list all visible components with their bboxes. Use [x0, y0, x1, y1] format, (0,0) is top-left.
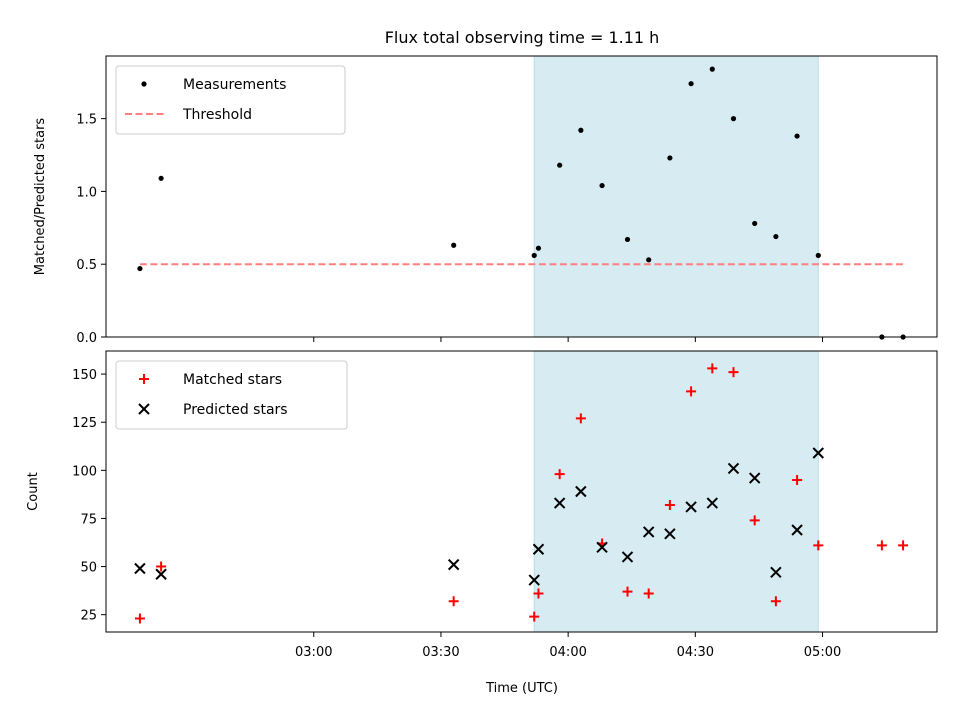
- bottom-legend: Matched stars Predicted stars: [115, 360, 348, 430]
- top-legend-box: [115, 65, 346, 135]
- bottom-plus-marker: [770, 596, 781, 607]
- bottom-y-tick-label: 75: [80, 512, 97, 527]
- bottom-plus-marker: [529, 611, 540, 622]
- bottom-x-tick-label: 04:00: [549, 645, 586, 660]
- bottom-x-tick-label: 04:30: [677, 645, 714, 660]
- bottom-plus-marker: [533, 588, 544, 599]
- bottom-plus-marker: [643, 588, 654, 599]
- bottom-legend-label: Predicted stars: [183, 402, 288, 418]
- top-dot-marker: [531, 252, 537, 259]
- top-y-tick-label: 1.0: [76, 185, 97, 200]
- top-axes-frame: [105, 55, 938, 338]
- bottom-cross-marker: [748, 472, 761, 484]
- bottom-axes-frame: [105, 350, 938, 633]
- bottom-plus-marker: [876, 540, 887, 551]
- top-legend-dot-swatch: [141, 81, 147, 87]
- top-series-dot: [137, 66, 906, 340]
- bottom-legend-cross-swatch: [138, 403, 150, 415]
- bottom-plus-marker: [664, 499, 675, 510]
- top-y-tick-label: 0.0: [76, 331, 97, 346]
- bottom-y-tick-label: 150: [72, 368, 97, 383]
- top-dot-marker: [730, 116, 737, 122]
- chart-title: Flux total observing time = 1.11 h: [385, 28, 660, 47]
- bottom-x-tick-label: 03:30: [422, 645, 459, 660]
- top-dot-marker: [794, 133, 800, 139]
- bottom-cross-marker: [134, 562, 146, 575]
- top-dot-marker: [599, 182, 605, 189]
- bottom-series-plus: [134, 363, 909, 624]
- bottom-cross-marker: [791, 524, 803, 536]
- bottom-cross-marker: [532, 543, 545, 555]
- bottom-x-tick-label: 05:00: [804, 645, 841, 660]
- bottom-cross-marker: [685, 501, 697, 513]
- bottom-plus-marker: [792, 474, 803, 485]
- top-shaded-span: [533, 55, 819, 338]
- bottom-plus-marker: [134, 613, 145, 624]
- bottom-cross-marker: [727, 462, 740, 475]
- bottom-cross-marker: [812, 447, 824, 459]
- bottom-x-tick-label: 03:00: [295, 645, 332, 660]
- top-dot-marker: [624, 236, 631, 243]
- top-dot-marker: [773, 233, 779, 240]
- top-dot-marker: [752, 220, 758, 227]
- bottom-panel: 03:00 03:30 04:00 04:30 05:00 25 50 75 100 125 150…: [26, 350, 938, 660]
- top-dot-marker: [709, 66, 715, 72]
- bottom-legend-label: Matched stars: [183, 372, 282, 388]
- bottom-cross-marker: [706, 497, 718, 509]
- bottom-cross-marker: [553, 497, 566, 509]
- top-dot-marker: [158, 175, 164, 181]
- x-axis-label: Time (UTC): [485, 681, 558, 696]
- bottom-legend-plus-swatch: [139, 374, 149, 384]
- top-legend-label: Threshold: [182, 107, 252, 123]
- top-panel: 0.0 0.5 1.0 1.5 Matched/Predicted stars Measu…: [33, 55, 938, 346]
- top-legend: Measurements Threshold: [115, 65, 346, 135]
- top-y-axis-label: Matched/Predicted stars: [33, 118, 48, 276]
- bottom-plus-marker: [749, 515, 760, 526]
- top-y-tick-label: 0.5: [76, 258, 97, 273]
- bottom-cross-marker: [528, 574, 540, 586]
- bottom-plus-marker: [707, 363, 718, 374]
- bottom-cross-marker: [621, 551, 634, 563]
- bottom-cross-marker: [596, 541, 608, 554]
- bottom-y-tick-label: 100: [72, 464, 97, 479]
- bottom-plus-marker: [575, 413, 586, 424]
- bottom-plus-marker: [728, 367, 739, 378]
- bottom-y-tick-label: 125: [72, 416, 97, 431]
- top-dot-marker: [535, 245, 542, 251]
- top-dot-marker: [646, 257, 652, 263]
- bottom-plus-marker: [156, 561, 167, 572]
- top-dot-marker: [137, 265, 143, 272]
- bottom-cross-marker: [664, 528, 676, 540]
- bottom-plus-marker: [686, 386, 697, 397]
- bottom-y-tick-label: 25: [80, 609, 97, 624]
- bottom-series-cross: [134, 447, 824, 586]
- bottom-cross-marker: [642, 526, 655, 538]
- top-dot-marker: [688, 81, 694, 87]
- bottom-cross-marker: [770, 566, 782, 579]
- bottom-y-tick-label: 50: [80, 561, 97, 576]
- bottom-legend-box: [115, 360, 348, 430]
- bottom-cross-marker: [575, 485, 587, 498]
- bottom-cross-marker: [155, 568, 167, 580]
- bottom-plus-marker: [448, 596, 459, 607]
- bottom-shaded-span: [533, 350, 819, 633]
- top-legend-label: Measurements: [183, 77, 286, 93]
- top-y-tick-label: 1.5: [76, 113, 97, 128]
- bottom-plus-marker: [554, 469, 565, 480]
- bottom-cross-marker: [447, 558, 460, 571]
- bottom-plus-marker: [813, 540, 824, 551]
- top-dot-marker: [667, 155, 673, 161]
- top-dot-marker: [557, 162, 563, 168]
- top-dot-marker: [451, 242, 457, 248]
- bottom-plus-marker: [622, 586, 633, 597]
- bottom-y-axis-label: Count: [26, 472, 41, 511]
- top-dot-marker: [815, 252, 821, 259]
- bottom-plus-marker: [898, 540, 909, 551]
- top-dot-marker: [578, 127, 584, 133]
